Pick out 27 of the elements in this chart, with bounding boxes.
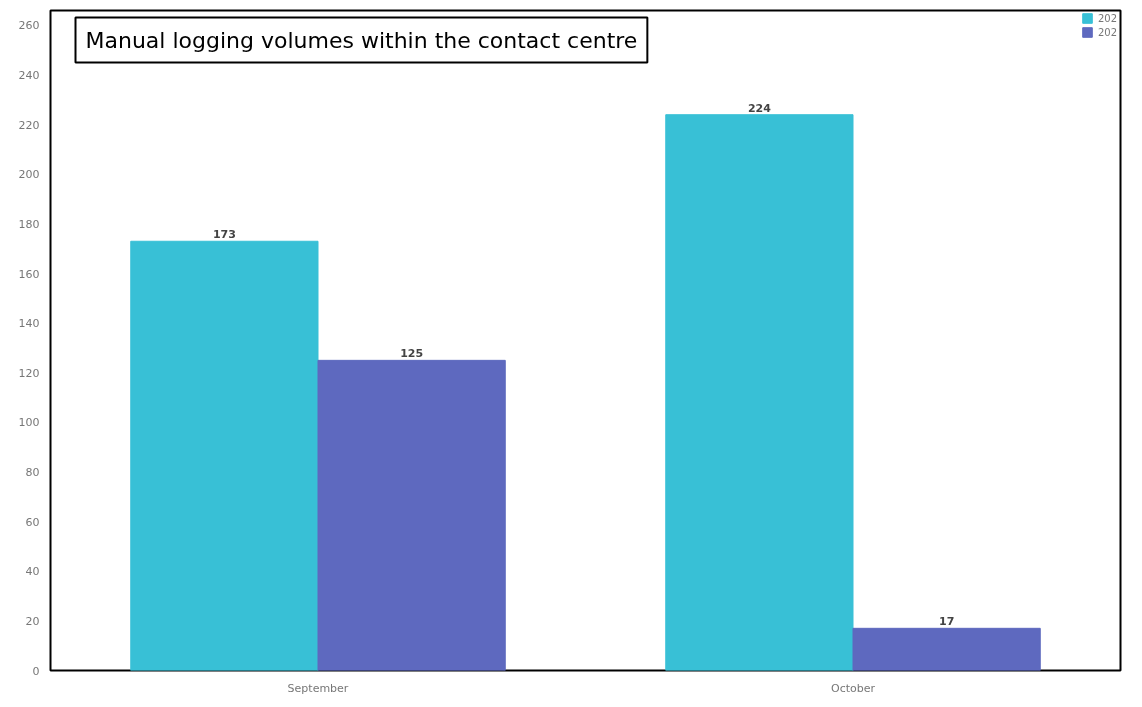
y-tick-label: 20: [25, 614, 40, 628]
y-tick-label: 160: [18, 267, 40, 281]
y-tick-label: 200: [18, 168, 40, 182]
y-tick-label: 0: [32, 664, 40, 678]
y-tick-label: 100: [18, 416, 40, 430]
x-tick-label: September: [287, 681, 349, 695]
y-tick-label: 220: [18, 118, 40, 132]
data-label: 17: [938, 615, 955, 629]
y-tick-label: 240: [18, 69, 40, 83]
bar: [665, 114, 854, 671]
y-tick-label: 140: [18, 317, 40, 331]
text: Manual logging volumes within the contact centre: [85, 27, 638, 53]
y-tick-label: 180: [18, 217, 40, 231]
y-tick-label: 120: [18, 366, 40, 380]
bar: [852, 627, 1041, 671]
data-label: 125: [400, 347, 424, 361]
bar: [317, 359, 506, 671]
legend-label: 202: [1098, 12, 1118, 24]
data-label: 173: [212, 228, 236, 242]
y-tick-label: 260: [18, 19, 40, 33]
y-tick-label: 60: [25, 515, 40, 529]
bar: [130, 240, 319, 671]
x-tick-label: October: [830, 681, 876, 695]
legend-label: 202: [1098, 26, 1118, 38]
data-label: 224: [747, 101, 772, 115]
y-tick-label: 40: [25, 565, 40, 579]
y-tick-label: 80: [25, 466, 40, 479]
